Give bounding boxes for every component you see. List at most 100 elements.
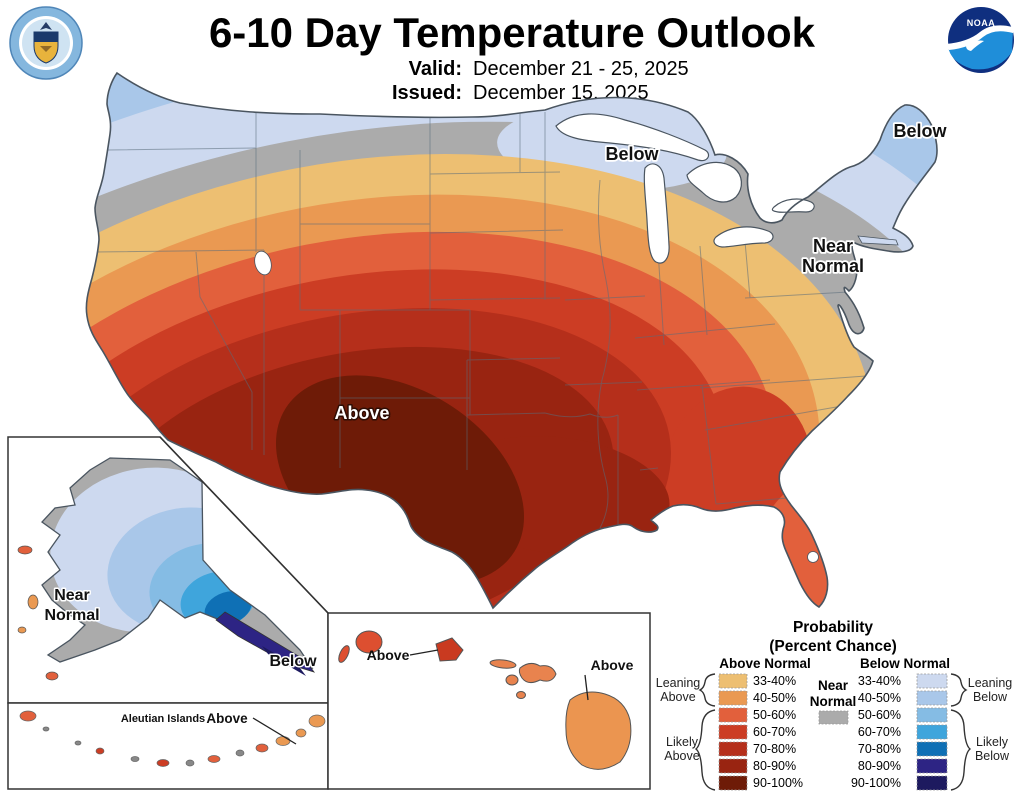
- leaning-below-label-line2: Below: [973, 690, 1008, 704]
- conus-near-normal-label-line2: Normal: [802, 256, 864, 276]
- alaska-below-label: Below: [269, 653, 317, 670]
- above-swatch-33-40: [718, 673, 748, 689]
- alaska-near-normal-label-line2: Normal: [44, 607, 99, 624]
- below-swatch-33-40: [916, 673, 948, 689]
- island-hawaii: [565, 691, 632, 770]
- brace-likely-above: [694, 709, 716, 791]
- legend-above-normal-header: Above Normal: [719, 656, 811, 671]
- island-kahoolawe: [516, 691, 526, 699]
- legend-title-line2: (Percent Chance): [769, 638, 896, 655]
- above-swatch-70-80: [718, 741, 748, 757]
- svg-text:40-50%: 40-50%: [858, 691, 901, 705]
- alaska-inset-diagonal: [159, 436, 329, 614]
- svg-text:80-90%: 80-90%: [858, 759, 901, 773]
- conus-above-label: Above: [334, 403, 389, 423]
- above-swatch-50-60: [718, 707, 748, 723]
- lake-michigan: [643, 163, 670, 264]
- conus-below-label-lakes: Below: [605, 144, 659, 164]
- island-niihau: [338, 645, 350, 663]
- leaning-above-label-line2: Above: [660, 690, 695, 704]
- below-swatch-70-80: [916, 741, 948, 757]
- lake-superior: [555, 113, 710, 162]
- island-molokai: [489, 659, 517, 669]
- noaa-logo-text: NOAA: [967, 18, 996, 28]
- svg-text:60-70%: 60-70%: [858, 725, 901, 739]
- island-kauai: [355, 630, 383, 654]
- legend-title-line1: Probability: [793, 619, 873, 636]
- svg-text:33-40%: 33-40%: [753, 674, 796, 688]
- brace-leaning-below: [950, 673, 968, 707]
- conus-outline: [85, 71, 938, 610]
- aleutian-inset: Aleutian Islands Above: [7, 702, 329, 790]
- legend-row: 90-100% 90-100%: [718, 775, 948, 791]
- legend: Probability (Percent Chance) Above Norma…: [656, 619, 1013, 791]
- above-swatch-40-50: [718, 690, 748, 706]
- likely-above-label-line2: Above: [664, 749, 699, 763]
- hawaii-pointer-line-west: [409, 649, 439, 656]
- leaning-below-label-line1: Leaning: [968, 676, 1013, 690]
- below-swatch-50-60: [916, 707, 948, 723]
- island-maui: [518, 662, 557, 684]
- svg-text:90-100%: 90-100%: [753, 776, 803, 790]
- aleutian-islands-label: Aleutian Islands: [121, 713, 205, 725]
- svg-text:40-50%: 40-50%: [753, 691, 796, 705]
- island-oahu: [435, 637, 464, 662]
- svg-text:90-100%: 90-100%: [851, 776, 901, 790]
- legend-row: 70-80% 70-80%: [718, 741, 948, 757]
- alaska-near-normal-label-line1: Near: [54, 587, 90, 604]
- brace-likely-below: [950, 709, 972, 791]
- leaning-above-label-line1: Leaning: [656, 676, 701, 690]
- lake-okeechobee: [807, 551, 819, 563]
- svg-text:50-60%: 50-60%: [753, 708, 796, 722]
- page-title: 6-10 Day Temperature Outlook: [209, 9, 816, 56]
- above-swatch-80-90: [718, 758, 748, 774]
- issued-label: Issued:: [392, 82, 462, 104]
- conus-below-label-maine: Below: [893, 121, 947, 141]
- hawaii-inset: Above Above: [327, 612, 651, 790]
- legend-below-normal-header: Below Normal: [860, 656, 950, 671]
- conus-near-normal-label-line1: Near: [813, 236, 853, 256]
- noaa-logo: NOAA: [946, 7, 1014, 73]
- legend-braces: [694, 673, 972, 791]
- svg-text:33-40%: 33-40%: [858, 674, 901, 688]
- alaska-outline: [41, 457, 314, 670]
- header: NOAA 6-10 Day Temperature Outlook Valid:…: [9, 6, 1014, 104]
- above-swatch-60-70: [718, 724, 748, 740]
- doc-seal-eagle: [40, 22, 52, 30]
- valid-label: Valid:: [409, 58, 462, 80]
- below-swatch-40-50: [916, 690, 948, 706]
- aleutian-above-label: Above: [206, 711, 248, 726]
- state-borders: [89, 112, 867, 529]
- hawaii-pointer-line-east: [584, 674, 589, 701]
- svg-text:70-80%: 70-80%: [753, 742, 796, 756]
- legend-row: 33-40% 33-40%: [718, 673, 948, 689]
- svg-text:50-60%: 50-60%: [858, 708, 901, 722]
- legend-row: 80-90% 80-90%: [718, 758, 948, 774]
- svg-text:70-80%: 70-80%: [858, 742, 901, 756]
- lake-erie: [713, 226, 774, 248]
- svg-text:80-90%: 80-90%: [753, 759, 796, 773]
- svg-text:60-70%: 60-70%: [753, 725, 796, 739]
- likely-below-label-line1: Likely: [976, 735, 1009, 749]
- below-swatch-80-90: [916, 758, 948, 774]
- above-swatch-90-100: [718, 775, 748, 791]
- valid-value: December 21 - 25, 2025: [473, 58, 689, 80]
- below-swatch-60-70: [916, 724, 948, 740]
- lake-huron: [686, 161, 742, 203]
- legend-rows: 33-40% 33-40% 40-50% 40-50% 50-60% 50-60…: [718, 673, 948, 791]
- brace-leaning-above: [698, 673, 716, 707]
- great-salt-lake: [254, 250, 272, 276]
- likely-above-label-line1: Likely: [666, 735, 699, 749]
- legend-near-label-line1: Near: [818, 678, 849, 693]
- hawaii-above-label-west: Above: [367, 647, 410, 663]
- aleutian-pointer-line: [252, 717, 297, 745]
- likely-below-label-line2: Below: [975, 749, 1010, 763]
- legend-row: 60-70% 60-70%: [718, 724, 948, 740]
- island-lanai: [505, 674, 519, 686]
- legend-row: 40-50% 40-50%: [718, 690, 948, 706]
- near-normal-swatch: [818, 710, 849, 725]
- legend-row: 50-60% 50-60%: [718, 707, 948, 723]
- long-island: [857, 235, 899, 246]
- below-swatch-90-100: [916, 775, 948, 791]
